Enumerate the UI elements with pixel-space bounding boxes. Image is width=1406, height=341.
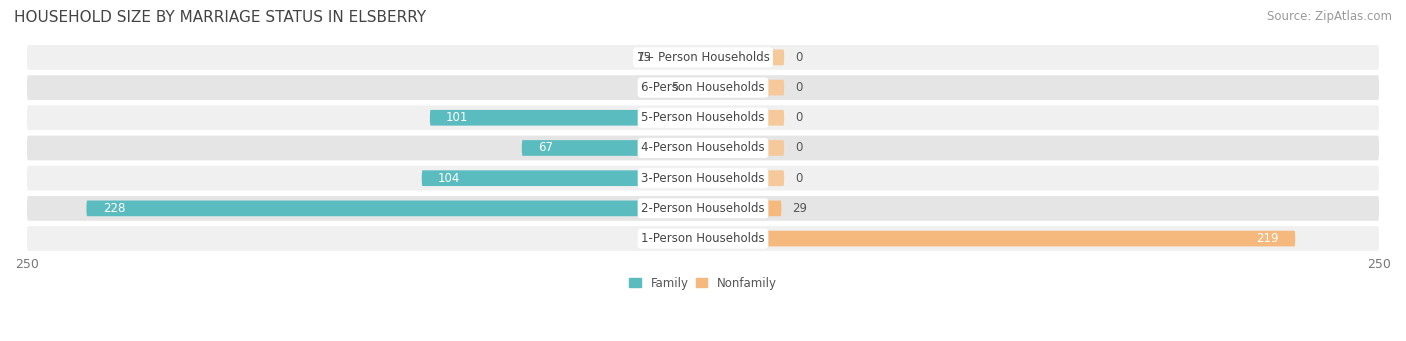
Text: 4-Person Households: 4-Person Households bbox=[641, 142, 765, 154]
Text: 104: 104 bbox=[439, 172, 460, 185]
FancyBboxPatch shape bbox=[422, 170, 703, 186]
FancyBboxPatch shape bbox=[27, 166, 1379, 191]
FancyBboxPatch shape bbox=[27, 75, 1379, 100]
Text: 67: 67 bbox=[538, 142, 553, 154]
Text: 0: 0 bbox=[794, 81, 803, 94]
Text: 0: 0 bbox=[794, 142, 803, 154]
FancyBboxPatch shape bbox=[86, 201, 703, 216]
FancyBboxPatch shape bbox=[703, 80, 785, 95]
FancyBboxPatch shape bbox=[522, 140, 703, 156]
Text: 5-Person Households: 5-Person Households bbox=[641, 111, 765, 124]
Text: 5: 5 bbox=[671, 81, 679, 94]
Text: 0: 0 bbox=[794, 172, 803, 185]
Text: 1-Person Households: 1-Person Households bbox=[641, 232, 765, 245]
Text: 219: 219 bbox=[1257, 232, 1279, 245]
Text: 101: 101 bbox=[446, 111, 468, 124]
Text: HOUSEHOLD SIZE BY MARRIAGE STATUS IN ELSBERRY: HOUSEHOLD SIZE BY MARRIAGE STATUS IN ELS… bbox=[14, 10, 426, 25]
Legend: Family, Nonfamily: Family, Nonfamily bbox=[624, 272, 782, 294]
Text: 29: 29 bbox=[792, 202, 807, 215]
FancyBboxPatch shape bbox=[662, 49, 703, 65]
FancyBboxPatch shape bbox=[27, 226, 1379, 251]
Text: Source: ZipAtlas.com: Source: ZipAtlas.com bbox=[1267, 10, 1392, 23]
Text: 0: 0 bbox=[794, 51, 803, 64]
FancyBboxPatch shape bbox=[430, 110, 703, 125]
FancyBboxPatch shape bbox=[703, 231, 1295, 247]
FancyBboxPatch shape bbox=[703, 49, 785, 65]
Text: 15: 15 bbox=[637, 51, 651, 64]
FancyBboxPatch shape bbox=[703, 140, 785, 156]
Text: 0: 0 bbox=[794, 111, 803, 124]
FancyBboxPatch shape bbox=[703, 170, 785, 186]
Text: 2-Person Households: 2-Person Households bbox=[641, 202, 765, 215]
FancyBboxPatch shape bbox=[27, 45, 1379, 70]
Text: 6-Person Households: 6-Person Households bbox=[641, 81, 765, 94]
Text: 7+ Person Households: 7+ Person Households bbox=[637, 51, 769, 64]
FancyBboxPatch shape bbox=[703, 110, 785, 125]
Text: 3-Person Households: 3-Person Households bbox=[641, 172, 765, 185]
FancyBboxPatch shape bbox=[27, 196, 1379, 221]
FancyBboxPatch shape bbox=[689, 80, 703, 95]
Text: 228: 228 bbox=[103, 202, 125, 215]
FancyBboxPatch shape bbox=[27, 136, 1379, 160]
FancyBboxPatch shape bbox=[27, 105, 1379, 130]
FancyBboxPatch shape bbox=[703, 201, 782, 216]
